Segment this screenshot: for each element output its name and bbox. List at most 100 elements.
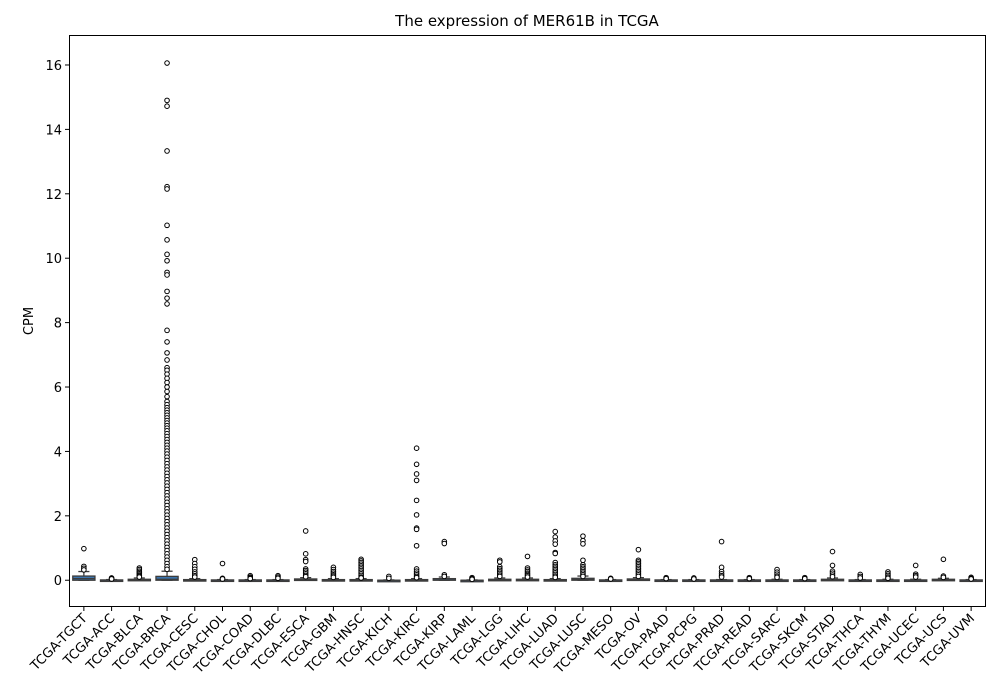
outlier-point bbox=[774, 574, 780, 581]
box-tcga-kirc bbox=[404, 445, 429, 582]
y-tick-label: 12 bbox=[45, 188, 62, 203]
outlier-point bbox=[164, 566, 170, 573]
outlier-point bbox=[164, 272, 170, 278]
box-tcga-meso bbox=[598, 575, 623, 583]
box-tcga-uvm bbox=[959, 574, 983, 583]
outlier-point bbox=[191, 574, 198, 580]
outlier-point bbox=[607, 576, 614, 582]
box-tcga-cesc bbox=[183, 556, 207, 582]
outlier-point bbox=[164, 339, 170, 345]
outlier-point bbox=[164, 357, 170, 363]
outlier-point bbox=[164, 60, 170, 66]
box-tcga-laml bbox=[460, 574, 484, 583]
box-tcga-kich bbox=[377, 573, 401, 583]
outlier-point bbox=[635, 573, 642, 580]
y-tick-label: 2 bbox=[54, 510, 62, 525]
box-tcga-chol bbox=[210, 560, 235, 583]
outlier-point bbox=[164, 327, 170, 334]
box-tcga-stad bbox=[820, 548, 845, 582]
box-tcga-lgg bbox=[488, 557, 512, 582]
outlier-point bbox=[940, 556, 947, 563]
box-tcga-ucs bbox=[931, 556, 956, 582]
box-tcga-coad bbox=[238, 572, 262, 583]
outlier-point bbox=[136, 574, 143, 580]
outlier-point bbox=[81, 545, 87, 552]
outlier-point bbox=[164, 251, 170, 258]
box-tcga-gbm bbox=[321, 564, 346, 582]
outlier-point bbox=[413, 512, 420, 518]
outlier-point bbox=[912, 574, 919, 580]
outlier-point bbox=[302, 528, 309, 534]
outlier-point bbox=[580, 573, 586, 580]
outlier-point bbox=[275, 575, 281, 582]
box-tcga-thym bbox=[876, 569, 900, 583]
outlier-point bbox=[885, 575, 891, 582]
outlier-point bbox=[552, 528, 559, 535]
outlier-point bbox=[829, 562, 836, 569]
box-tcga-tgct bbox=[72, 545, 96, 581]
axes-frame bbox=[69, 35, 986, 607]
outlier-point bbox=[164, 350, 170, 356]
y-tick-label: 14 bbox=[45, 123, 62, 138]
outlier-point bbox=[552, 574, 559, 581]
outlier-point bbox=[164, 384, 170, 390]
outlier-point bbox=[801, 575, 808, 582]
box-tcga-thca bbox=[848, 571, 872, 583]
outlier-point bbox=[413, 526, 420, 533]
outlier-point bbox=[164, 288, 170, 295]
outlier-point bbox=[164, 301, 170, 307]
box-tcga-ucec bbox=[903, 562, 928, 583]
outlier-point bbox=[164, 393, 170, 400]
outlier-point bbox=[857, 575, 864, 581]
outlier-point bbox=[413, 471, 420, 477]
outlier-point bbox=[524, 574, 531, 580]
outlier-point bbox=[635, 546, 642, 553]
box-tcga-acc bbox=[99, 575, 124, 583]
outlier-point bbox=[441, 540, 448, 547]
outlier-point bbox=[413, 574, 420, 581]
outlier-point bbox=[524, 553, 531, 560]
outlier-point bbox=[413, 477, 420, 484]
outlier-point bbox=[829, 548, 836, 555]
y-tick-label: 4 bbox=[54, 445, 62, 460]
box-tcga-ov bbox=[626, 546, 651, 582]
outlier-point bbox=[302, 558, 309, 565]
outlier-point bbox=[718, 538, 725, 545]
outlier-point bbox=[552, 550, 559, 557]
outlier-point bbox=[247, 575, 254, 582]
box-tcga-prad bbox=[709, 538, 734, 583]
outlier-point bbox=[580, 541, 586, 547]
outlier-point bbox=[580, 557, 586, 564]
y-tick-label: 8 bbox=[54, 317, 62, 332]
outlier-point bbox=[580, 533, 586, 539]
y-tick-label: 16 bbox=[45, 59, 62, 74]
box-tcga-lihc bbox=[515, 553, 540, 582]
box-tcga-luad bbox=[543, 528, 567, 582]
box-tcga-read bbox=[737, 574, 762, 583]
outlier-point bbox=[663, 575, 669, 582]
box-tcga-dlbc bbox=[266, 572, 290, 583]
outlier-point bbox=[413, 497, 420, 504]
box-tcga-hnsc bbox=[349, 556, 373, 582]
box-tcga-sarc bbox=[765, 566, 789, 583]
outlier-point bbox=[164, 388, 170, 395]
outlier-point bbox=[496, 559, 503, 565]
outlier-point bbox=[164, 103, 170, 110]
outlier-point bbox=[164, 222, 170, 229]
outlier-point bbox=[219, 576, 226, 582]
outlier-point bbox=[496, 573, 503, 580]
outlier-point bbox=[691, 576, 697, 582]
box-body bbox=[155, 575, 179, 581]
outlier-point bbox=[164, 186, 170, 192]
outlier-point bbox=[358, 575, 364, 581]
box-tcga-pcpg bbox=[682, 575, 706, 583]
outlier-point bbox=[829, 573, 836, 580]
outlier-point bbox=[413, 461, 420, 468]
outlier-point bbox=[219, 560, 226, 567]
outlier-point bbox=[413, 445, 420, 452]
y-axis-label: CPM bbox=[22, 307, 37, 335]
box-tcga-kirp bbox=[432, 538, 457, 581]
outlier-point bbox=[718, 574, 725, 580]
box-tcga-blca bbox=[127, 565, 152, 582]
